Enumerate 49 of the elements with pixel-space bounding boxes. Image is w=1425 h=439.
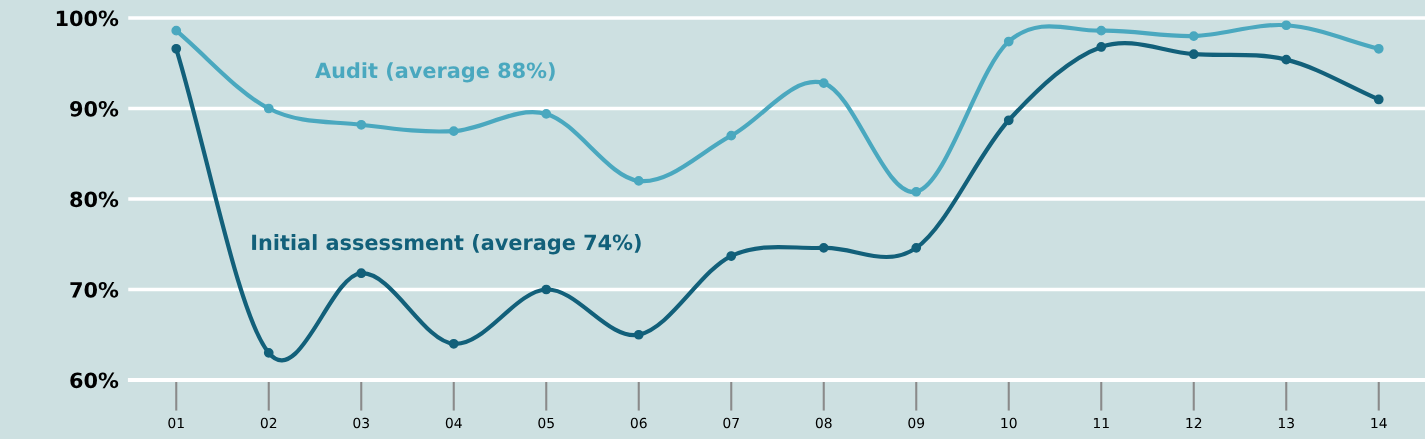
y-tick-label: 100% [56,10,119,27]
series-label: Audit (average 88%) [315,62,555,83]
y-tick-label: 60% [70,372,119,389]
x-tick-label: 05 [538,417,554,429]
point [171,43,182,54]
point [726,251,737,261]
x-tick-label: 08 [815,417,832,429]
point [1373,43,1384,54]
point [171,25,182,36]
x-tick-label: 04 [445,417,462,429]
point [1373,94,1384,105]
point [541,284,552,295]
point [448,338,459,349]
point [633,176,644,186]
y-tick-label: 70% [70,281,119,298]
x-tick-label: 01 [168,417,184,429]
point [911,243,922,253]
y-tick-label: 90% [70,100,119,117]
point [1096,25,1107,36]
x-tick-label: 09 [908,417,925,429]
point [1281,54,1292,65]
x-tick-label: 03 [353,417,369,429]
point [633,329,644,340]
x-tick-label: 14 [1371,417,1387,429]
point [726,130,737,141]
point [1188,31,1199,41]
x-tick-label: 11 [1093,417,1109,429]
x-tick-label: 12 [1186,417,1202,429]
y-tick-label: 80% [70,191,119,208]
point [1188,49,1199,60]
point [1003,36,1014,47]
point [1281,20,1292,31]
point [911,186,922,197]
x-tick-label: 02 [260,417,277,429]
point [356,119,367,130]
x-tick-label: 10 [1001,417,1017,429]
point [541,109,552,119]
point [263,103,274,114]
point [818,78,829,89]
x-tick-label: 06 [630,417,647,429]
point [1096,42,1107,52]
point [1003,115,1014,126]
point [263,347,274,358]
point [448,126,459,136]
series-label: Initial assessment (average 74%) [252,234,641,255]
x-tick-label: 07 [723,417,739,429]
x-tick-label: 13 [1278,417,1294,429]
point [356,268,367,279]
point [818,243,829,253]
